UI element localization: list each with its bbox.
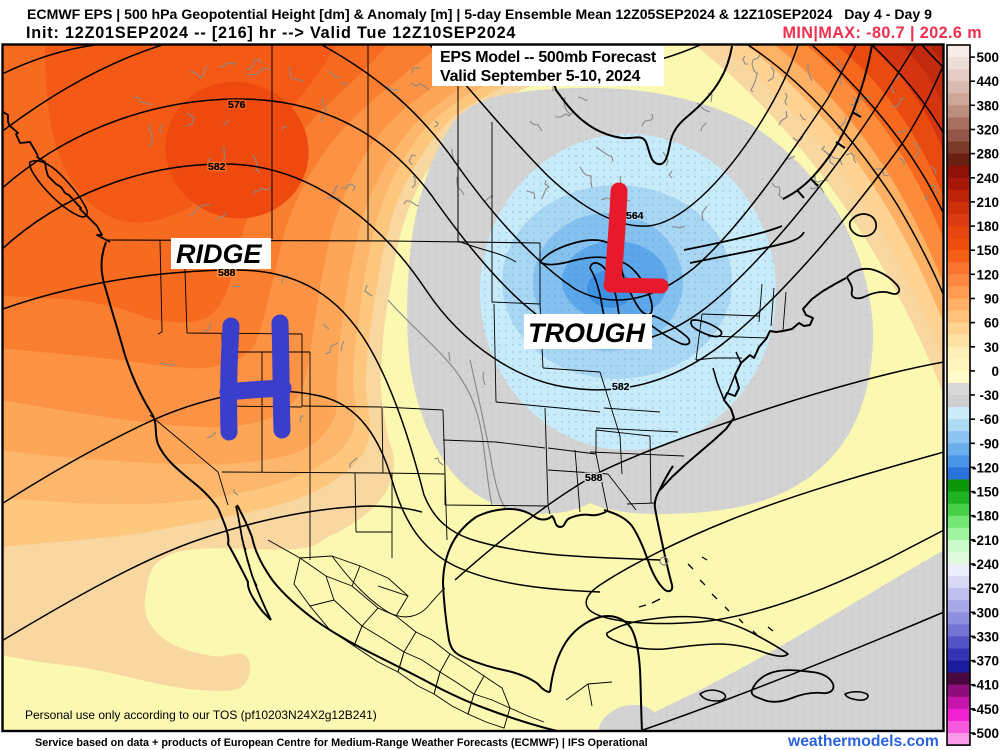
svg-text:-500: -500	[972, 726, 999, 741]
svg-text:30: 30	[984, 340, 999, 355]
svg-text:280: 280	[976, 147, 999, 162]
svg-text:-330: -330	[972, 629, 999, 644]
svg-text:0: 0	[991, 364, 999, 379]
svg-text:500: 500	[976, 50, 999, 65]
svg-text:MIN|MAX: -80.7 | 202.6 m: MIN|MAX: -80.7 | 202.6 m	[783, 24, 982, 42]
svg-text:RIDGE: RIDGE	[176, 239, 263, 269]
svg-text:564: 564	[626, 210, 644, 222]
svg-text:588: 588	[218, 267, 236, 279]
svg-text:588: 588	[218, 267, 236, 279]
svg-text:120: 120	[976, 267, 999, 282]
svg-text:320: 320	[976, 123, 999, 138]
svg-text:-240: -240	[972, 557, 999, 572]
svg-text:90: 90	[984, 292, 999, 307]
svg-text:582: 582	[612, 381, 630, 393]
svg-text:TROUGH: TROUGH	[528, 318, 645, 348]
svg-text:380: 380	[976, 98, 999, 113]
svg-text:-370: -370	[972, 654, 999, 669]
svg-text:576: 576	[228, 99, 246, 111]
svg-text:588: 588	[585, 472, 603, 484]
svg-text:-210: -210	[972, 533, 999, 548]
svg-text:Personal use only according to: Personal use only according to our TOS (…	[25, 708, 377, 722]
svg-text:-300: -300	[972, 605, 999, 620]
svg-text:582: 582	[612, 381, 630, 393]
svg-text:582: 582	[208, 161, 226, 173]
svg-text:-450: -450	[972, 702, 999, 717]
svg-text:180: 180	[976, 219, 999, 234]
svg-text:588: 588	[585, 472, 603, 484]
svg-text:-410: -410	[972, 678, 999, 693]
svg-text:60: 60	[984, 316, 999, 331]
svg-text:ECMWF EPS | 500 hPa Geopotenti: ECMWF EPS | 500 hPa Geopotential Height …	[27, 6, 932, 22]
svg-text:-60: -60	[979, 412, 999, 427]
svg-text:Init: 12Z01SEP2024 -- [216] hr: Init: 12Z01SEP2024 -- [216] hr --> Valid…	[26, 24, 516, 42]
svg-text:Valid September 5-10, 2024: Valid September 5-10, 2024	[440, 68, 641, 85]
svg-text:240: 240	[976, 171, 999, 186]
svg-text:582: 582	[208, 161, 226, 173]
svg-text:576: 576	[228, 99, 246, 111]
svg-text:EPS Model -- 500mb Forecast: EPS Model -- 500mb Forecast	[440, 49, 657, 66]
svg-text:-30: -30	[979, 388, 999, 403]
svg-text:Service based on data + produc: Service based on data + products of Euro…	[35, 737, 648, 749]
svg-text:440: 440	[976, 74, 999, 89]
svg-text:210: 210	[976, 195, 999, 210]
svg-text:-150: -150	[972, 485, 999, 500]
svg-text:weathermodels.com: weathermodels.com	[787, 733, 939, 750]
svg-text:-90: -90	[979, 436, 999, 451]
svg-text:-270: -270	[972, 581, 999, 596]
svg-text:150: 150	[976, 243, 999, 258]
svg-text:-180: -180	[972, 509, 999, 524]
svg-text:-120: -120	[972, 460, 999, 475]
svg-text:564: 564	[626, 210, 644, 222]
